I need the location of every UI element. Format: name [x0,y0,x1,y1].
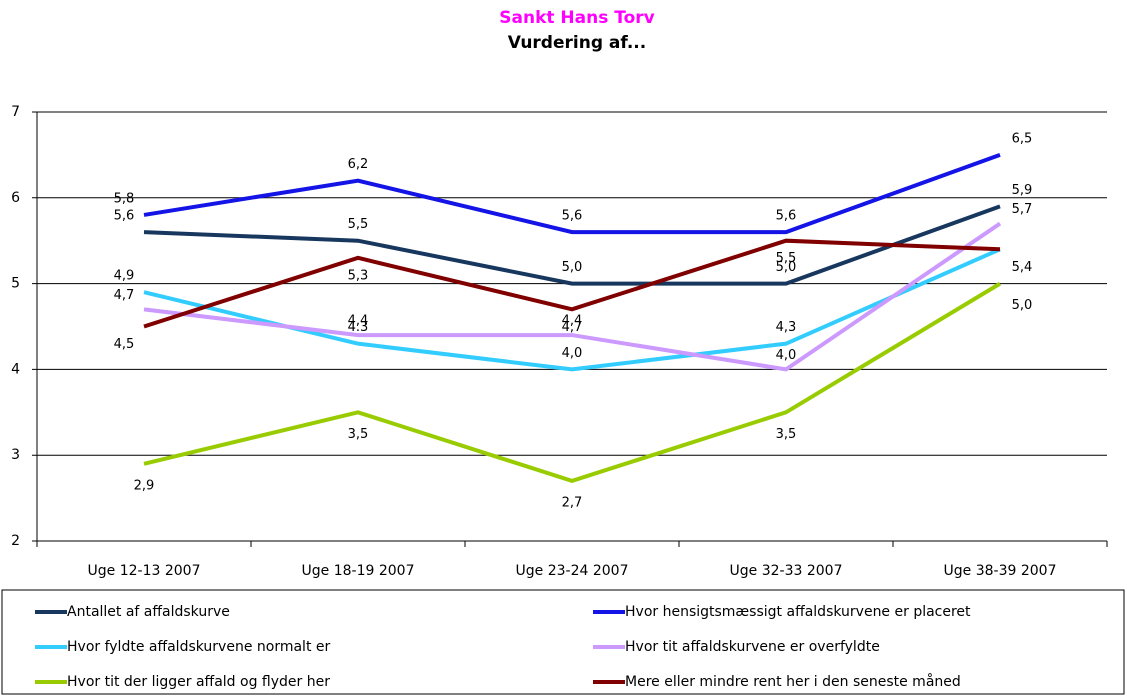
value-label: 2,9 [134,478,155,493]
value-label: 6,2 [348,157,369,172]
x-tick-label: Uge 18-19 2007 [302,563,415,579]
value-label: 5,5 [776,251,797,266]
value-label: 4,7 [562,320,583,335]
value-label: 4,9 [114,269,135,284]
line [143,281,1002,484]
line [143,204,1001,286]
value-label: 3,5 [776,427,797,442]
value-label: 4,4 [348,314,369,329]
value-label: 4,3 [776,320,797,335]
x-tick-label: Uge 12-13 2007 [88,563,201,579]
y-tick-label: 6 [11,190,20,206]
value-label: 4,4 [562,314,583,329]
value-label: 4,0 [776,348,797,363]
value-label: 5,3 [348,268,369,283]
legend-label: Antallet af affaldskurve [67,604,230,620]
value-label: 5,9 [1012,183,1033,198]
y-tick-label: 7 [11,104,20,120]
y-tick-label: 4 [11,361,20,377]
line [143,238,1001,329]
legend-label: Hvor hensigtsmæssigt affaldskurvene er p… [625,604,971,620]
value-label: 4,5 [114,337,135,352]
legend-label: Hvor tit affaldskurvene er overfyldte [625,639,880,655]
value-label: 5,6 [114,209,135,224]
value-label: 5,0 [1012,298,1033,313]
value-label: 5,0 [562,260,583,275]
chart-title: Sankt Hans Torv [499,8,655,28]
legend-label: Mere eller mindre rent her i den seneste… [625,673,961,690]
value-label: 2,7 [562,495,583,510]
value-label: 5,4 [1012,260,1033,275]
legend-box [1,589,1125,695]
line [143,153,1001,235]
line [143,221,1002,372]
value-label: 5,7 [1012,202,1033,217]
value-label: 5,0 [776,260,797,275]
y-tick-label: 5 [11,276,20,292]
value-label: 5,5 [348,217,369,232]
y-tick-label: 3 [11,447,20,463]
value-label: 4.3 [348,320,369,335]
legend-label: Hvor tit der ligger affald og flyder her [67,674,330,690]
chart-subtitle: Vurdering af... [508,33,646,53]
x-tick-label: Uge 23-24 2007 [516,563,629,579]
value-label: 6,5 [1012,131,1033,146]
value-label: 4,7 [114,288,135,303]
value-label: 3,5 [348,427,369,442]
legend-label: Hvor fyldte affaldskurvene normalt er [67,639,331,655]
x-tick-label: Uge 38-39 2007 [944,563,1057,579]
value-label: 5,6 [776,209,797,224]
value-label: 5,6 [562,209,583,224]
value-label: 4,0 [562,346,583,361]
y-tick-label: 2 [11,533,20,549]
x-tick-label: Uge 32-33 2007 [730,563,843,579]
value-label: 5,8 [114,191,135,206]
